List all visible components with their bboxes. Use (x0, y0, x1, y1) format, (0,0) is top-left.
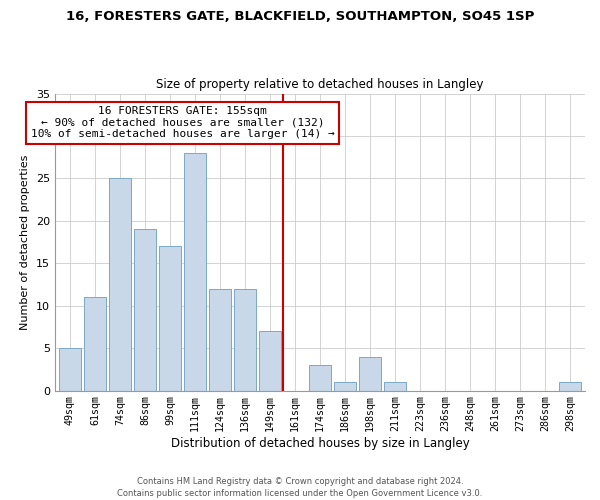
Bar (85, 297, 106, 390)
Bar (359, 356, 380, 390)
X-axis label: Distribution of detached houses by size in Langley: Distribution of detached houses by size … (170, 437, 469, 450)
Y-axis label: Number of detached properties: Number of detached properties (20, 154, 31, 330)
Text: 16 FORESTERS GATE: 155sqm
← 90% of detached houses are smaller (132)
10% of semi: 16 FORESTERS GATE: 155sqm ← 90% of detac… (31, 106, 334, 140)
Bar (209, 288, 230, 390)
Bar (559, 382, 581, 390)
Bar (160, 246, 181, 390)
Bar (334, 382, 356, 390)
Bar (134, 230, 155, 390)
Bar (259, 331, 281, 390)
Bar (235, 288, 256, 390)
Text: 16, FORESTERS GATE, BLACKFIELD, SOUTHAMPTON, SO45 1SP: 16, FORESTERS GATE, BLACKFIELD, SOUTHAMP… (66, 10, 534, 23)
Bar (184, 153, 206, 390)
Bar (109, 178, 131, 390)
Text: Contains HM Land Registry data © Crown copyright and database right 2024.
Contai: Contains HM Land Registry data © Crown c… (118, 476, 482, 498)
Bar (385, 382, 406, 390)
Title: Size of property relative to detached houses in Langley: Size of property relative to detached ho… (156, 78, 484, 91)
Bar (59, 348, 80, 391)
Bar (310, 365, 331, 390)
